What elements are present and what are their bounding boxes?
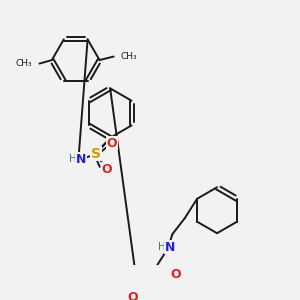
Text: O: O (171, 268, 181, 281)
Text: N: N (76, 152, 86, 166)
Text: CH₃: CH₃ (16, 59, 32, 68)
Text: O: O (101, 163, 112, 176)
Text: S: S (91, 147, 101, 161)
Text: CH₃: CH₃ (121, 52, 137, 61)
Text: N: N (165, 241, 175, 254)
Text: H: H (158, 242, 166, 252)
Text: H: H (69, 154, 77, 164)
Text: O: O (106, 136, 117, 150)
Text: O: O (127, 291, 138, 300)
